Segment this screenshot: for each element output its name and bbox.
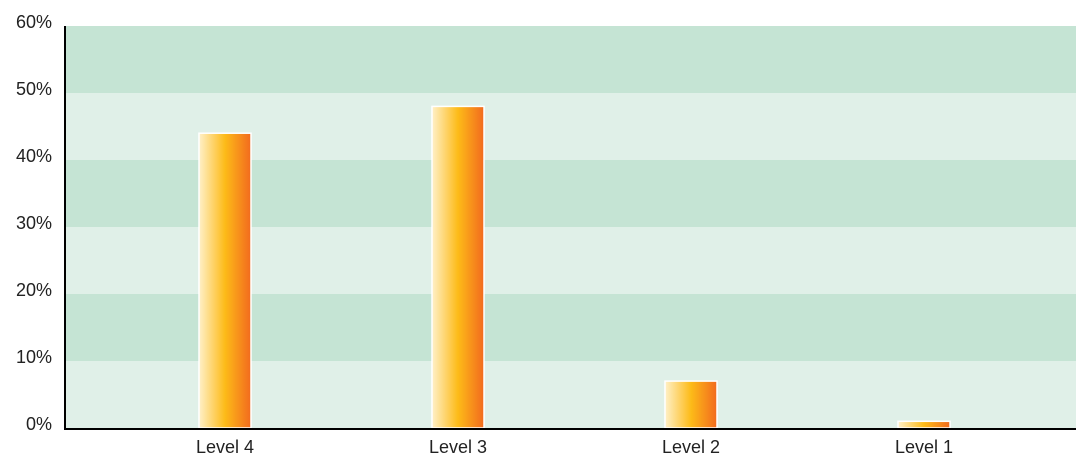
y-tick-label: 50% bbox=[16, 79, 52, 99]
y-tick-label: 60% bbox=[16, 12, 52, 32]
y-tick-label: 0% bbox=[26, 414, 52, 434]
x-tick-label: Level 2 bbox=[662, 437, 720, 457]
y-tick-label: 30% bbox=[16, 213, 52, 233]
grid-band bbox=[65, 26, 1076, 93]
y-tick-label: 10% bbox=[16, 347, 52, 367]
bar bbox=[664, 380, 718, 429]
bar bbox=[431, 105, 485, 429]
x-tick-label: Level 3 bbox=[429, 437, 487, 457]
x-tick-label: Level 4 bbox=[196, 437, 254, 457]
x-tick-label: Level 1 bbox=[895, 437, 953, 457]
bar bbox=[198, 132, 252, 429]
y-tick-label: 20% bbox=[16, 280, 52, 300]
y-tick-label: 40% bbox=[16, 146, 52, 166]
bar bbox=[897, 420, 951, 429]
